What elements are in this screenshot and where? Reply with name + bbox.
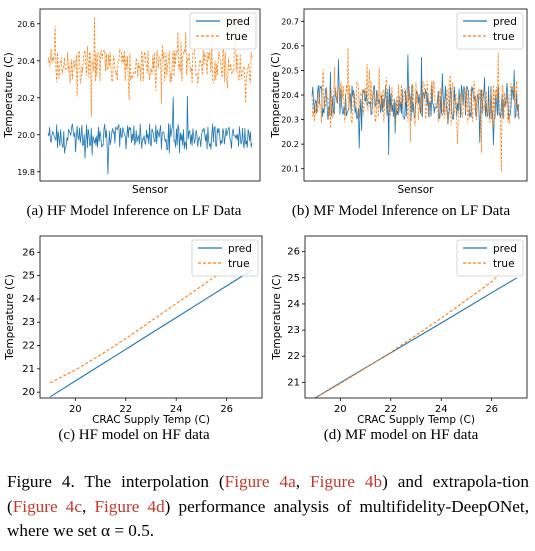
y-tick-label: 20: [22, 387, 35, 398]
x-axis-label: Sensor: [398, 184, 435, 196]
x-axis-label: CRAC Supply Temp (C): [357, 414, 475, 426]
panel-c: 20 21 22 23 24 25 26 20 22 24 26 CRAC Supply Temp (…: [0, 228, 267, 453]
legend-label-true: true: [493, 258, 515, 270]
y-tick-label: 21: [287, 377, 300, 388]
legend-box: [191, 239, 259, 277]
y-tick-label: 22: [287, 351, 300, 362]
series-group: [47, 14, 253, 175]
y-tick-label: 20.0: [17, 131, 35, 140]
y-tick-label: 24: [287, 299, 300, 310]
y-tick-label: 20.4: [281, 91, 299, 100]
legend-label-pred: pred: [228, 243, 252, 255]
x-tick-label: 22: [119, 404, 132, 415]
legend-label-true: true: [493, 31, 515, 43]
y-tick-label: 25: [22, 271, 35, 282]
series-line-pred: [47, 95, 253, 175]
plot-frame: [304, 235, 528, 399]
y-tick-label: 20.6: [281, 42, 299, 51]
x-axis-label: CRAC Supply Temp (C): [92, 414, 210, 426]
ref-figure-4c[interactable]: Figure 4c: [12, 496, 82, 516]
series-line-true: [311, 47, 520, 172]
y-tick-label: 26: [287, 247, 300, 258]
caption-suffix: ) performance analysis of multifidelity-…: [7, 496, 529, 541]
caption-sep1: ,: [295, 472, 311, 491]
chart-hf-on-lf: 19.8 20.0 20.2 20.4 20.6 Sensor Temperature (C…: [3, 8, 261, 196]
legend-label-pred: pred: [493, 243, 517, 255]
chart-hf-on-hf: 20 21 22 23 24 25 26 20 22 24 26 CRAC Supply Temp (…: [4, 235, 263, 426]
series-line-true: [49, 262, 235, 384]
series-line-pred: [314, 277, 518, 399]
caption-b: (b) MF Model Inference on LF Data: [291, 203, 511, 219]
x-axis-label: Sensor: [132, 184, 169, 196]
chart-mf-on-lf: 20.1 20.2 20.3 20.4 20.5 20.6 20.7 Sensor Temper…: [270, 8, 528, 196]
legend: pred true: [189, 12, 257, 50]
y-tick-label: 20.7: [281, 17, 299, 26]
y-tick-label: 22: [22, 341, 35, 352]
ref-figure-4b[interactable]: Figure 4b: [310, 472, 383, 491]
y-axis-label: Temperature (C): [3, 52, 15, 138]
y-tick-label: 20.6: [17, 20, 35, 29]
y-tick-label: 23: [22, 317, 35, 328]
y-tick-label: 20.2: [17, 94, 35, 103]
legend-box: [189, 12, 257, 50]
caption-mid: ) and extrapola-tion (: [7, 472, 529, 516]
y-tick-label: 20.4: [17, 57, 35, 66]
series-line-true: [47, 14, 253, 117]
legend-label-true: true: [228, 258, 250, 270]
series-group: [314, 269, 518, 399]
y-tick-label: 20.3: [281, 116, 299, 125]
panel-d: 21 22 23 24 25 26 20 22 24 26 CRAC Supply Temp (C)…: [267, 228, 535, 453]
caption-d: (d) MF model on HF data: [323, 427, 479, 443]
y-tick-label: 20.2: [281, 140, 299, 149]
x-tick-label: 26: [485, 404, 498, 415]
y-tick-label: 20.5: [281, 66, 299, 75]
x-tick-label: 24: [435, 404, 448, 415]
caption-c: (c) HF model on HF data: [58, 427, 210, 443]
legend-box: [456, 239, 524, 277]
caption-sep2: ,: [82, 496, 95, 516]
plot-frame: [39, 8, 261, 182]
x-tick-label: 22: [384, 404, 397, 415]
legend-label-true: true: [226, 31, 248, 43]
y-tick-label: 20.1: [281, 165, 299, 174]
y-tick-label: 24: [22, 294, 35, 305]
y-axis-label: Temperature (C): [271, 274, 283, 360]
series-line-pred: [49, 269, 253, 398]
x-tick-label: 20: [69, 404, 82, 415]
series-group: [311, 47, 520, 172]
legend: pred true: [456, 12, 524, 50]
ref-figure-4d[interactable]: Figure 4d: [94, 496, 165, 516]
panel-a: 19.8 20.0 20.2 20.4 20.6 Sensor Temperature (C…: [0, 0, 267, 230]
figure-caption: Figure 4. The interpolation (Figure 4a, …: [7, 470, 529, 544]
caption-prefix: Figure 4. The interpolation (: [7, 472, 225, 491]
legend: pred true: [191, 239, 259, 277]
legend-label-pred: pred: [493, 16, 517, 28]
caption-a: (a) HF Model Inference on LF Data: [26, 203, 242, 219]
legend: pred true: [456, 239, 524, 277]
plot-frame: [39, 235, 263, 399]
y-tick-label: 25: [287, 273, 300, 284]
y-tick-label: 23: [287, 325, 300, 336]
y-axis-label: Temperature (C): [4, 274, 16, 360]
x-tick-label: 26: [220, 404, 233, 415]
y-tick-label: 21: [22, 364, 35, 375]
x-tick-label: 24: [170, 404, 183, 415]
panel-b: 20.1 20.2 20.3 20.4 20.5 20.6 20.7 Sensor Temper…: [267, 0, 535, 230]
y-tick-label: 19.8: [17, 168, 35, 177]
series-line-true: [314, 269, 505, 399]
y-axis-label: Temperature (C): [270, 52, 282, 138]
ref-figure-4a[interactable]: Figure 4a: [224, 472, 296, 491]
y-tick-label: 26: [22, 247, 35, 258]
x-tick-label: 20: [334, 404, 347, 415]
chart-mf-on-hf: 21 22 23 24 25 26 20 22 24 26 CRAC Supply Temp (C)…: [271, 235, 528, 426]
legend-box: [456, 12, 524, 50]
series-group: [49, 262, 253, 398]
legend-label-pred: pred: [226, 16, 250, 28]
